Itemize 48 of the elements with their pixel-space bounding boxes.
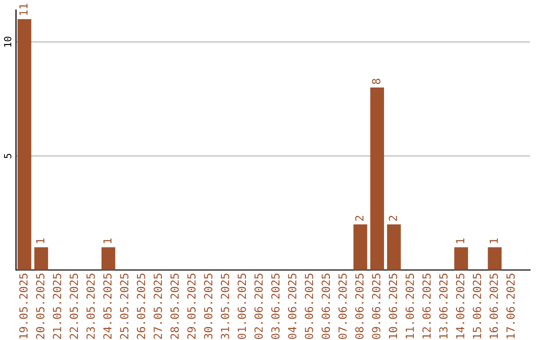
x-tick-label: 04.06.2025 bbox=[288, 274, 296, 339]
x-tick-label: 08.06.2025 bbox=[355, 274, 364, 339]
x-tick-label: 12.06.2025 bbox=[422, 274, 431, 338]
bar bbox=[370, 88, 384, 270]
x-tick-label: 26.05.2025 bbox=[136, 274, 146, 339]
x-tick-label: 03.06.2025 bbox=[271, 274, 280, 339]
x-tick-label: 22.05.2025 bbox=[70, 274, 78, 339]
y-tick-label: 5 bbox=[4, 154, 12, 158]
x-tick-label: 29.05.2025 bbox=[187, 274, 196, 339]
x-tick-label: 01.06.2025 bbox=[238, 274, 246, 339]
x-tick-label: 09.06.2025 bbox=[372, 274, 380, 339]
bar bbox=[353, 224, 368, 270]
data-label: 2 bbox=[355, 216, 364, 221]
x-tick-label: 28.05.2025 bbox=[170, 274, 179, 339]
x-tick-label: 06.06.2025 bbox=[322, 274, 330, 339]
x-tick-label: 31.05.2025 bbox=[220, 274, 230, 339]
x-tick-label: 07.06.2025 bbox=[338, 274, 347, 339]
data-label: 11 bbox=[19, 4, 28, 16]
x-tick-label: 02.06.2025 bbox=[254, 274, 263, 339]
data-label: 1 bbox=[456, 238, 464, 244]
x-tick-label: 27.05.2025 bbox=[154, 274, 162, 339]
bar bbox=[488, 247, 502, 270]
bar bbox=[18, 19, 32, 270]
bar bbox=[102, 247, 116, 270]
x-tick-label: 16.06.2025 bbox=[490, 274, 498, 338]
data-label: 8 bbox=[372, 78, 380, 84]
x-tick-label: 19.05.2025 bbox=[19, 274, 28, 338]
x-tick-label: 24.05.2025 bbox=[103, 274, 112, 339]
x-tick-label: 11.06.2025 bbox=[406, 274, 414, 338]
data-label: 1 bbox=[490, 238, 498, 244]
y-tick-label: 10 bbox=[4, 36, 12, 47]
data-label: 1 bbox=[36, 238, 44, 244]
x-tick-label: 15.06.2025 bbox=[472, 274, 482, 338]
bar bbox=[387, 224, 401, 270]
x-tick-label: 17.06.2025 bbox=[506, 274, 515, 338]
x-tick-label: 30.05.2025 bbox=[204, 274, 212, 339]
data-label: 1 bbox=[103, 238, 112, 244]
x-tick-label: 14.06.2025 bbox=[456, 274, 464, 338]
x-tick-label: 20.05.2025 bbox=[36, 274, 44, 339]
x-tick-label: 05.06.2025 bbox=[304, 274, 314, 339]
x-tick-label: 23.05.2025 bbox=[86, 274, 95, 339]
bar bbox=[454, 247, 468, 270]
x-tick-label: 25.05.2025 bbox=[120, 274, 128, 339]
data-label: 2 bbox=[388, 216, 398, 221]
x-tick-label: 10.06.2025 bbox=[388, 274, 398, 338]
x-tick-label: 13.06.2025 bbox=[439, 274, 448, 338]
x-tick-label: 21.05.2025 bbox=[52, 274, 62, 339]
bar bbox=[34, 247, 48, 270]
